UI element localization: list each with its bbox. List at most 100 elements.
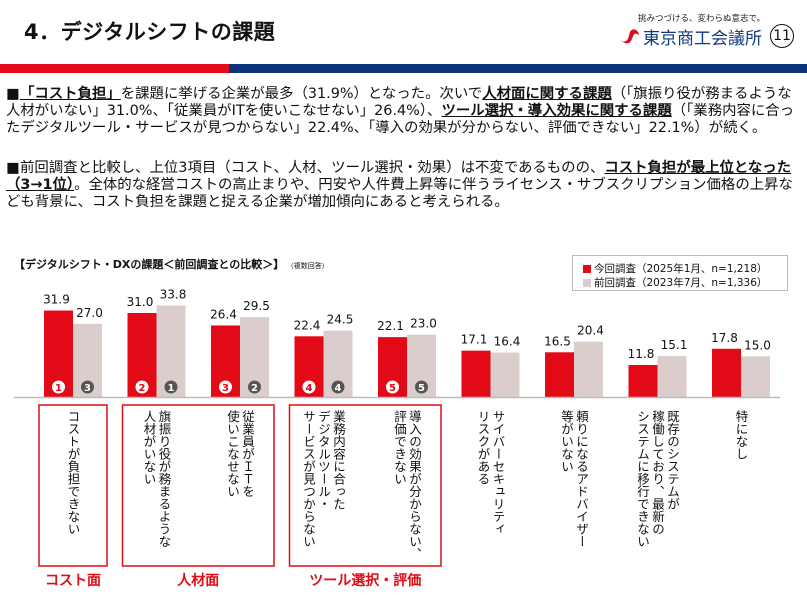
body-text: 前回調査と比較し、上位3項目（コスト、人材、ツール選択・効果）は不変であるものの… [20,160,605,176]
rank-number: 3 [84,383,91,394]
legend-label-previous: 前回調査（2023年7月、n=1,336） [594,277,768,289]
legend-swatch-current [583,264,591,273]
category-label-line: リスクがある [475,410,491,485]
rank-badge [302,380,316,394]
category-label-line: 等がいない [559,410,574,473]
category-label: サイバーセキュリティ リスクがある [476,410,506,535]
legend-item-current: 今回調査（2025年1月、n=1,218） [583,261,767,276]
data-label: 22.4 [294,318,321,332]
category-label-line: 評価できない [392,410,407,485]
emphasis-text: コスト負担が最上位となった（3→1位） [6,160,792,193]
data-label: 20.4 [577,324,604,338]
emphasis-text: 「コスト負担」 [20,86,121,102]
summary-paragraph-2: ■前回調査と比較し、上位3項目（コスト、人材、ツール選択・効果）は不変であるもの… [6,160,798,210]
chart-legend: 今回調査（2025年1月、n=1,218） 前回調査（2023年7月、n=1,3… [572,255,788,291]
category-label-line: 人材がいない [141,410,157,485]
data-label: 17.8 [711,331,738,345]
chart-note: （複数回答） [290,262,329,270]
category-label-line: サイバーセキュリティ [490,410,506,535]
category-label: 既存のシステムが 稼働しており、最新の システムに移行できない [635,410,680,548]
data-label: 15.0 [744,338,771,352]
data-label: 15.1 [661,338,688,352]
bar-previous [657,356,687,397]
org-logo: 東京商工会議所 [620,24,762,49]
data-label: 11.8 [628,347,655,361]
category-label: 頼りになるアドバイザー 等がいない [559,410,589,548]
body-text: （「旗振り役が務まるような人材がいない」31.0%、「従業員がITを使いこなせな… [6,86,792,119]
data-label: 31.9 [43,293,70,307]
emphasis-text: 人材面に関する課題 [482,86,612,102]
group-box [38,404,108,567]
org-name: 東京商工会議所 [643,28,762,49]
data-label: 27.0 [76,306,103,320]
data-label: 23.0 [410,317,437,331]
data-label: 24.5 [327,313,354,327]
group-label: ツール選択・評価 [309,573,422,589]
data-label: 16.5 [544,334,571,348]
data-label: 29.5 [243,299,270,313]
data-label: 33.8 [160,287,187,301]
rank-number: 2 [251,383,258,394]
rank-badge [52,380,65,394]
group-label: 人材面 [177,573,220,589]
category-label-line: システムに移行できない [635,410,650,548]
body-text: を課題に挙げる企業が最多（31.9%）となった。次いで [120,86,483,102]
emphasis-text: ツール選択・導入効果に関する課題 [441,102,672,119]
bar-previous [741,356,770,397]
data-label: 26.4 [210,307,237,321]
rank-badge [415,380,428,394]
rank-badge [219,380,232,394]
rank-badge [331,380,345,394]
slogan: 挑みつづける、変わらぬ意志で。 [638,14,766,24]
summary-paragraph-1: ■「コスト負担」を課題に挙げる企業が最多（31.9%）となった。次いで人材面に関… [6,86,798,136]
bar-previous [490,352,520,397]
header-band-blue [229,64,807,73]
category-label-line: 稼働しており、最新の [650,410,665,535]
category-label-line: 使いこなせない [225,410,240,498]
body-text: （「業務内容に合ったデジタルツール・サービスが見つからない」22.4%、「導入の… [6,102,795,136]
category-label-line: デジタルツール・ [316,410,331,510]
rank-number: 5 [418,383,425,394]
category-label-line: コストが負担できない [65,410,81,535]
group-box [121,404,275,567]
summary-text-1: 「コスト負担」を課題に挙げる企業が最多（31.9%）となった。次いで人材面に関す… [6,86,794,136]
category-label-line: 特になし [733,410,749,460]
rank-number: 1 [168,383,175,394]
rank-number: 4 [335,383,342,394]
category-label-line: 旗振り役が務まるような [156,410,172,548]
rank-number: 4 [306,383,313,394]
rank-badge [248,380,261,394]
rank-badge [164,380,178,394]
category-label: コストが負担できない [66,410,81,535]
bar-previous [574,341,603,397]
data-label: 16.4 [494,335,521,349]
summary-text-2: 前回調査と比較し、上位3項目（コスト、人材、ツール選択・効果）は不変であるものの… [6,160,793,210]
category-label-line: 導入の効果が分からない、 [407,410,422,560]
category-label-line: 既存のシステムが [665,410,680,510]
group-box [288,404,442,567]
chart-title-text: 【デジタルシフト・DXの課題＜前回調査との比較＞】 [14,258,285,271]
group-label: コスト面 [45,573,101,589]
rank-number: 5 [389,383,396,394]
category-label: 導入の効果が分からない、 評価できない [392,410,422,560]
header-band-red [0,64,229,73]
rank-number: 1 [55,383,62,394]
rank-badge [386,380,399,394]
page-number: 11 [770,24,794,48]
chart-title: 【デジタルシフト・DXの課題＜前回調査との比較＞】 （複数回答） [14,256,329,272]
rank-number: 3 [222,383,229,394]
category-label: 従業員がＩＴを 使いこなせない [225,410,255,498]
bar-current [545,352,574,397]
body-text: 。全体的な経営コストの高止まりや、円安や人件費上昇等に伴うライセンス・サブスクリ… [6,176,793,210]
bar-current [628,365,658,397]
page-title: 4．デジタルシフトの課題 [24,20,276,44]
category-label-line: 従業員がＩＴを [240,410,255,498]
bar-current [461,350,491,397]
legend-item-previous: 前回調査（2023年7月、n=1,336） [583,275,767,290]
category-label: 旗振り役が務まるような 人材がいない [142,410,172,548]
data-label: 31.0 [127,295,154,309]
bar-current [712,348,741,397]
data-label: 22.1 [377,319,404,333]
data-label: 17.1 [461,333,488,347]
